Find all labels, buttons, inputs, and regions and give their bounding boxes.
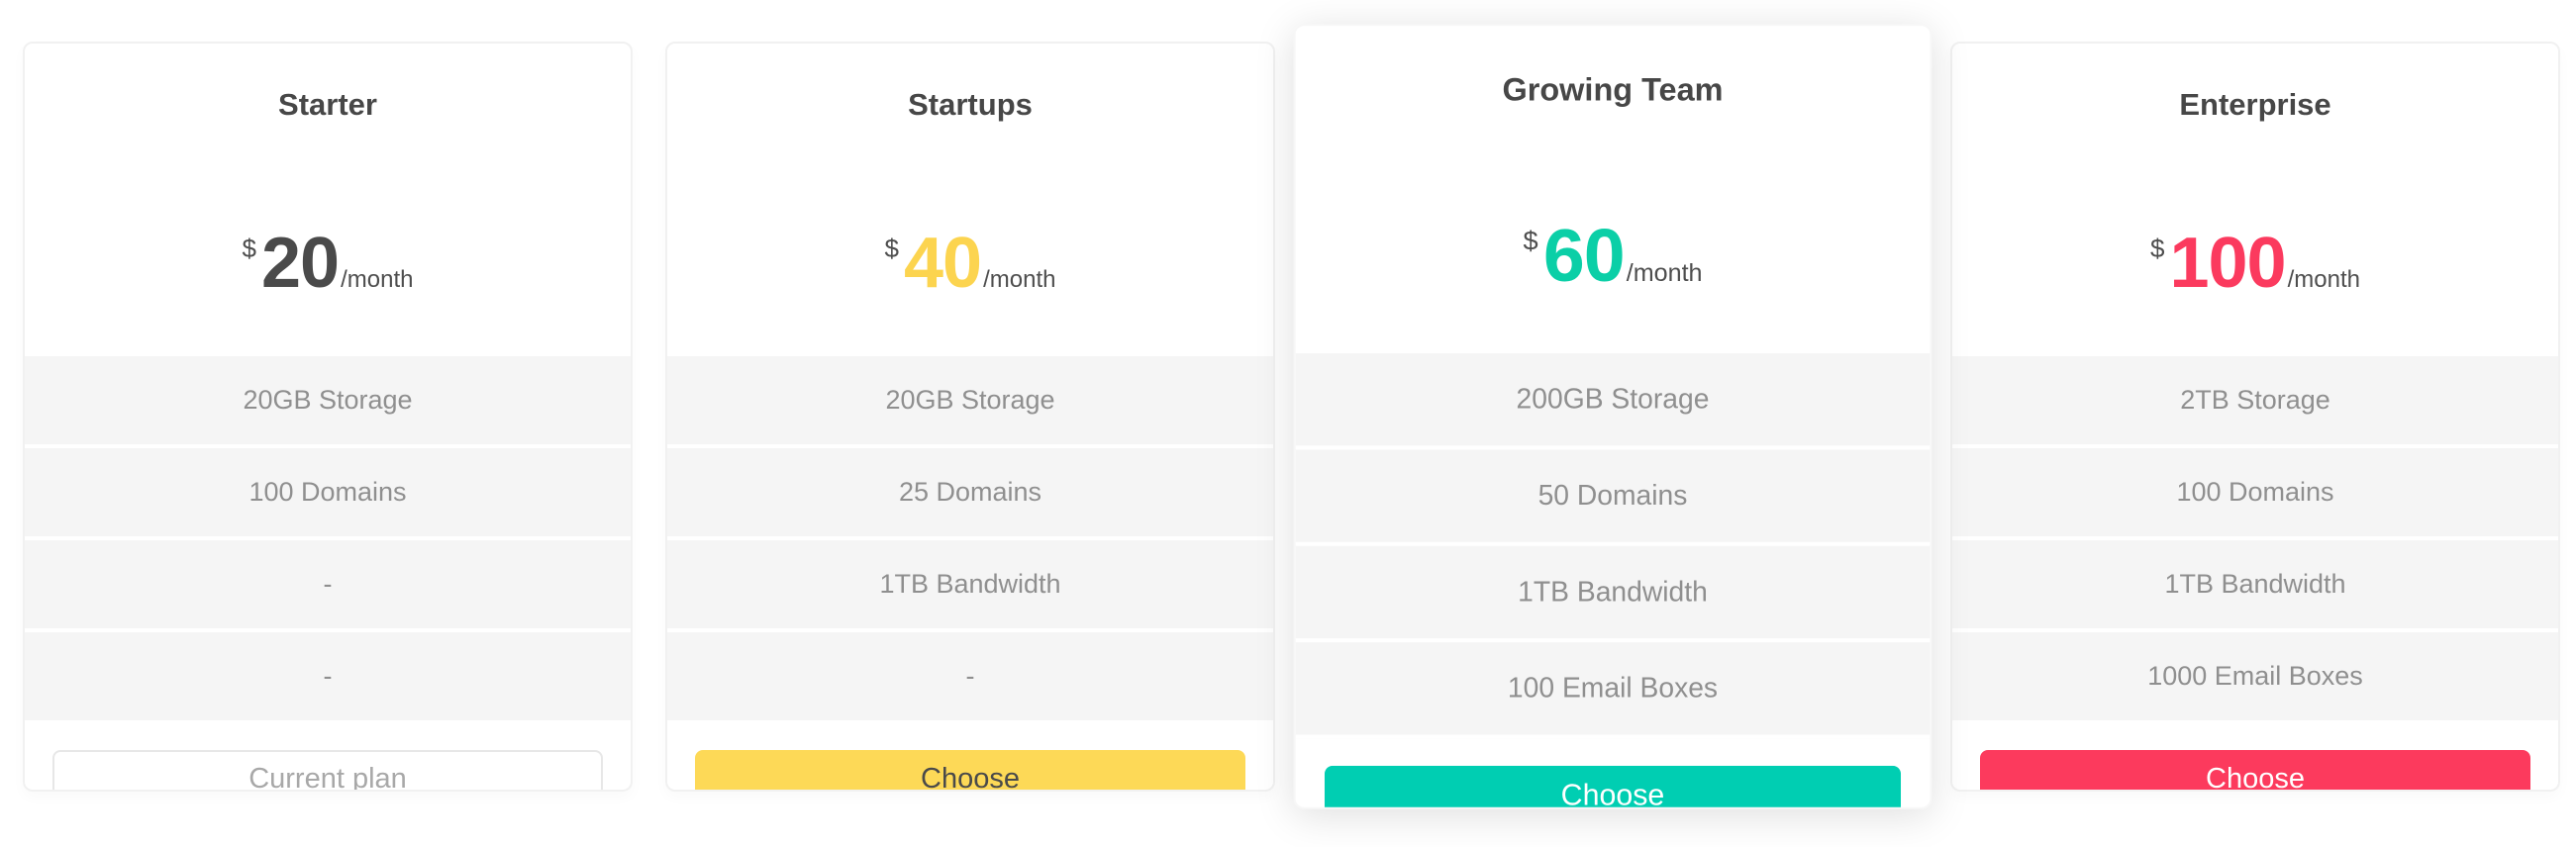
feature-storage: 20GB Storage: [25, 356, 631, 448]
choose-button[interactable]: Choose: [1324, 765, 1902, 807]
feature-domains: 100 Domains: [1952, 448, 2558, 540]
plan-price: $60/month: [1296, 203, 1931, 314]
feature-bandwidth: 1TB Bandwidth: [1295, 545, 1931, 643]
feature-domains: 100 Domains: [25, 448, 631, 540]
currency-symbol: $: [242, 234, 256, 263]
currency-symbol: $: [884, 234, 899, 263]
plan-title: Enterprise: [2179, 87, 2331, 122]
feature-email: 100 Email Boxes: [1295, 642, 1931, 739]
plan-action-area: Choose: [1296, 739, 1931, 807]
feature-email: -: [667, 632, 1273, 724]
feature-bandwidth: -: [25, 540, 631, 632]
plan-card-enterprise: Enterprise $100/month 2TB Storage 100 Do…: [1950, 42, 2560, 792]
feature-storage: 20GB Storage: [667, 356, 1273, 448]
plan-action-area: Choose: [667, 724, 1273, 790]
price-period: /month: [983, 266, 1056, 293]
feature-list: 200GB Storage 50 Domains 1TB Bandwidth 1…: [1295, 353, 1931, 739]
plan-price: $40/month: [667, 213, 1273, 319]
price-period: /month: [341, 266, 414, 293]
feature-bandwidth: 1TB Bandwidth: [667, 540, 1273, 632]
price-amount: 100: [2169, 224, 2286, 303]
plan-card-startups: Startups $40/month 20GB Storage 25 Domai…: [665, 42, 1275, 792]
feature-list: 20GB Storage 100 Domains - -: [25, 356, 631, 724]
feature-storage: 2TB Storage: [1952, 356, 2558, 448]
feature-email: -: [25, 632, 631, 724]
feature-email: 1000 Email Boxes: [1952, 632, 2558, 724]
plan-title: Startups: [908, 87, 1033, 122]
plan-title: Starter: [278, 87, 377, 122]
pricing-table: Starter $20/month 20GB Storage 100 Domai…: [23, 24, 2560, 809]
plan-price: $100/month: [1952, 213, 2558, 319]
feature-storage: 200GB Storage: [1295, 353, 1931, 450]
plan-title: Growing Team: [1502, 71, 1724, 108]
plan-action-area: Current plan: [25, 724, 631, 790]
choose-button[interactable]: Choose: [1980, 750, 2530, 790]
currency-symbol: $: [2150, 234, 2165, 263]
plan-card-starter: Starter $20/month 20GB Storage 100 Domai…: [23, 42, 633, 792]
price-period: /month: [2287, 266, 2360, 293]
feature-list: 2TB Storage 100 Domains 1TB Bandwidth 10…: [1952, 356, 2558, 724]
current-plan-button[interactable]: Current plan: [52, 750, 603, 790]
price-period: /month: [1626, 258, 1703, 288]
feature-domains: 25 Domains: [667, 448, 1273, 540]
price-amount: 60: [1542, 214, 1626, 298]
currency-symbol: $: [1523, 225, 1538, 256]
feature-list: 20GB Storage 25 Domains 1TB Bandwidth -: [667, 356, 1273, 724]
price-amount: 40: [904, 224, 982, 303]
feature-domains: 50 Domains: [1295, 449, 1931, 546]
plan-action-area: Choose: [1952, 724, 2558, 790]
plan-card-growing-team: Growing Team $60/month 200GB Storage 50 …: [1293, 24, 1932, 809]
price-amount: 20: [261, 224, 340, 303]
plan-price: $20/month: [25, 213, 631, 319]
feature-bandwidth: 1TB Bandwidth: [1952, 540, 2558, 632]
choose-button[interactable]: Choose: [695, 750, 1245, 790]
